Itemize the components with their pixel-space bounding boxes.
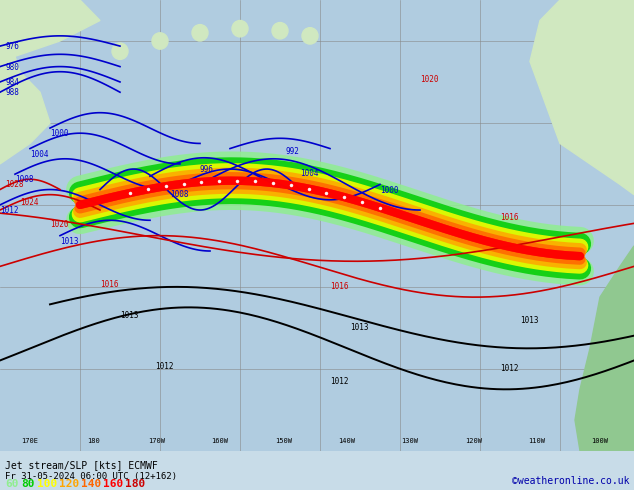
Text: 1024: 1024 <box>20 198 39 207</box>
Text: 1020: 1020 <box>420 75 439 84</box>
Text: 120: 120 <box>59 479 79 489</box>
Text: 120W: 120W <box>465 438 482 443</box>
Text: 1020: 1020 <box>50 220 68 229</box>
Text: 1016: 1016 <box>100 280 119 289</box>
Text: 140: 140 <box>81 479 101 489</box>
Text: 170W: 170W <box>148 438 165 443</box>
Circle shape <box>152 33 168 49</box>
Text: 170E: 170E <box>22 438 39 443</box>
Text: 1016: 1016 <box>330 282 349 291</box>
Text: 1012: 1012 <box>155 362 174 371</box>
Circle shape <box>112 43 128 59</box>
Text: 100W: 100W <box>592 438 609 443</box>
Text: 1013: 1013 <box>120 311 138 319</box>
Text: 1000: 1000 <box>50 129 68 138</box>
Circle shape <box>192 24 208 41</box>
Text: 1013: 1013 <box>60 237 79 246</box>
Text: 1013: 1013 <box>520 316 538 325</box>
Text: 180: 180 <box>87 438 100 443</box>
Text: 130W: 130W <box>401 438 418 443</box>
Text: 1012: 1012 <box>500 364 519 373</box>
Text: 110W: 110W <box>528 438 545 443</box>
Text: 180: 180 <box>125 479 145 489</box>
Text: 996: 996 <box>200 165 214 174</box>
Text: 100: 100 <box>37 479 57 489</box>
Text: 980: 980 <box>5 63 19 72</box>
Text: 1013: 1013 <box>350 323 368 332</box>
Text: 150W: 150W <box>275 438 292 443</box>
Circle shape <box>272 23 288 39</box>
Text: Jet stream/SLP [kts] ECMWF: Jet stream/SLP [kts] ECMWF <box>5 460 158 470</box>
Text: 1016: 1016 <box>500 213 519 222</box>
Polygon shape <box>530 0 634 195</box>
Polygon shape <box>575 246 634 451</box>
Text: 976: 976 <box>5 42 19 51</box>
Text: 1004: 1004 <box>300 169 318 178</box>
Text: Fr 31-05-2024 06:00 UTC (12+162): Fr 31-05-2024 06:00 UTC (12+162) <box>5 472 177 481</box>
Text: 1008: 1008 <box>170 190 188 199</box>
Text: 992: 992 <box>285 147 299 156</box>
Polygon shape <box>0 0 100 61</box>
Text: 1028: 1028 <box>5 180 23 190</box>
Text: 1000: 1000 <box>380 186 399 195</box>
Text: 80: 80 <box>21 479 34 489</box>
Text: 160W: 160W <box>212 438 228 443</box>
Text: 140W: 140W <box>338 438 355 443</box>
Circle shape <box>232 21 248 37</box>
Circle shape <box>302 27 318 44</box>
Text: 1012: 1012 <box>330 377 349 386</box>
Text: 1012: 1012 <box>0 206 18 215</box>
Text: 984: 984 <box>5 78 19 87</box>
Polygon shape <box>0 0 50 164</box>
Text: 60: 60 <box>5 479 18 489</box>
Text: 1008: 1008 <box>15 175 34 184</box>
Text: 1004: 1004 <box>30 150 48 159</box>
Text: ©weatheronline.co.uk: ©weatheronline.co.uk <box>512 476 629 486</box>
Text: 988: 988 <box>5 88 19 98</box>
Text: 160: 160 <box>103 479 123 489</box>
